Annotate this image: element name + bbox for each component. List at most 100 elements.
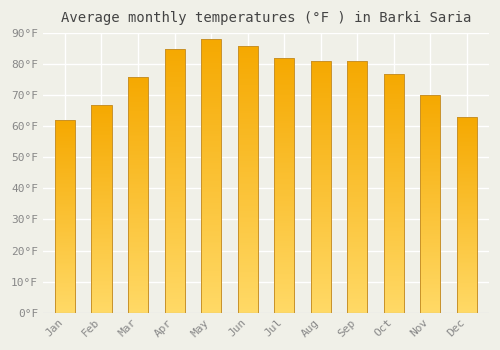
Title: Average monthly temperatures (°F ) in Barki Saria: Average monthly temperatures (°F ) in Ba… [60, 11, 471, 25]
Bar [348, 121, 368, 123]
Bar [92, 306, 112, 307]
Bar [384, 201, 404, 203]
Bar [164, 132, 184, 133]
Bar [310, 142, 331, 143]
Bar [201, 167, 221, 169]
Bar [348, 281, 368, 282]
Bar [238, 284, 258, 286]
Bar [274, 204, 294, 206]
Bar [201, 180, 221, 182]
Bar [201, 274, 221, 276]
Bar [201, 280, 221, 282]
Bar [201, 298, 221, 300]
Bar [92, 308, 112, 310]
Bar [457, 191, 477, 193]
Bar [274, 124, 294, 126]
Bar [274, 216, 294, 218]
Bar [92, 152, 112, 153]
Bar [348, 205, 368, 207]
Bar [420, 289, 440, 291]
Bar [310, 147, 331, 148]
Bar [128, 121, 148, 122]
Bar [164, 239, 184, 240]
Bar [164, 56, 184, 57]
Bar [384, 139, 404, 140]
Bar [164, 161, 184, 163]
Bar [164, 261, 184, 264]
Bar [128, 297, 148, 299]
Bar [164, 271, 184, 272]
Bar [201, 241, 221, 244]
Bar [457, 143, 477, 145]
Bar [274, 162, 294, 163]
Bar [92, 168, 112, 170]
Bar [164, 57, 184, 59]
Bar [348, 148, 368, 150]
Bar [92, 180, 112, 181]
Bar [238, 126, 258, 127]
Bar [457, 273, 477, 275]
Bar [420, 211, 440, 213]
Bar [238, 209, 258, 211]
Bar [201, 198, 221, 200]
Bar [238, 208, 258, 209]
Bar [348, 128, 368, 130]
Bar [164, 195, 184, 197]
Bar [55, 156, 75, 158]
Bar [55, 269, 75, 270]
Bar [348, 110, 368, 111]
Bar [420, 304, 440, 306]
Bar [92, 256, 112, 257]
Bar [201, 87, 221, 89]
Bar [92, 243, 112, 245]
Bar [92, 199, 112, 200]
Bar [201, 294, 221, 296]
Bar [310, 106, 331, 108]
Bar [420, 107, 440, 108]
Bar [310, 172, 331, 174]
Bar [384, 231, 404, 233]
Bar [384, 137, 404, 139]
Bar [92, 135, 112, 136]
Bar [164, 172, 184, 174]
Bar [238, 51, 258, 53]
Bar [92, 155, 112, 156]
Bar [457, 234, 477, 236]
Bar [420, 97, 440, 98]
Bar [128, 220, 148, 222]
Bar [420, 146, 440, 147]
Bar [92, 286, 112, 288]
Bar [348, 111, 368, 113]
Bar [457, 194, 477, 195]
Bar [274, 268, 294, 270]
Bar [128, 305, 148, 306]
Bar [92, 270, 112, 271]
Bar [348, 78, 368, 79]
Bar [164, 137, 184, 139]
Bar [164, 207, 184, 209]
Bar [201, 260, 221, 262]
Bar [164, 72, 184, 74]
Bar [128, 287, 148, 289]
Bar [457, 219, 477, 220]
Bar [274, 258, 294, 260]
Bar [310, 150, 331, 152]
Bar [310, 153, 331, 155]
Bar [420, 155, 440, 156]
Bar [55, 154, 75, 155]
Bar [55, 169, 75, 170]
Bar [55, 262, 75, 264]
Bar [420, 223, 440, 224]
Bar [238, 113, 258, 115]
Bar [420, 114, 440, 116]
Bar [310, 267, 331, 269]
Bar [274, 92, 294, 94]
Bar [92, 274, 112, 275]
Bar [384, 286, 404, 287]
Bar [420, 252, 440, 253]
Bar [310, 287, 331, 289]
Bar [92, 284, 112, 285]
Bar [128, 165, 148, 166]
Bar [201, 107, 221, 108]
Bar [92, 285, 112, 286]
